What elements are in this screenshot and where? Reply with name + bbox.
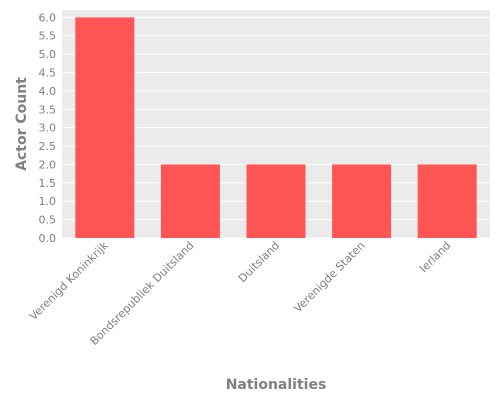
bar	[417, 164, 477, 238]
x-tick-label: Bondsrepubliek Duitsland	[88, 239, 197, 348]
y-tick-label: 4.0	[39, 85, 57, 98]
y-tick-labels: 0.0 0.5 1.0 1.5 2.0 2.5 3.0 3.5 4.0 4.5 5.0 5.5 6.0	[39, 11, 57, 245]
bar	[75, 17, 135, 238]
y-tick-label: 2.0	[39, 158, 57, 171]
y-tick-label: 2.5	[39, 140, 57, 153]
y-tick-label: 3.0	[39, 122, 57, 135]
x-tick-label: Ierland	[417, 239, 453, 275]
y-tick-label: 4.5	[39, 67, 57, 80]
bars	[75, 17, 477, 238]
y-tick-label: 0.5	[39, 214, 57, 227]
bar	[246, 164, 306, 238]
y-tick-label: 3.5	[39, 103, 57, 116]
x-tick-label: Verenigde Staten	[291, 239, 367, 315]
y-tick-label: 1.5	[39, 177, 57, 190]
bar	[332, 164, 392, 238]
x-tick-label: Verenigd Koninkrijk	[27, 238, 111, 322]
y-tick-label: 5.0	[39, 48, 57, 61]
bar	[160, 164, 220, 238]
y-axis-title: Actor Count	[14, 77, 30, 171]
y-tick-label: 5.5	[39, 30, 57, 43]
y-tick-label: 1.0	[39, 195, 57, 208]
y-tick-label: 6.0	[39, 11, 57, 24]
x-axis-title: Nationalities	[226, 377, 327, 393]
y-tick-label: 0.0	[39, 232, 57, 245]
x-tick-label: Duitsland	[236, 239, 282, 285]
